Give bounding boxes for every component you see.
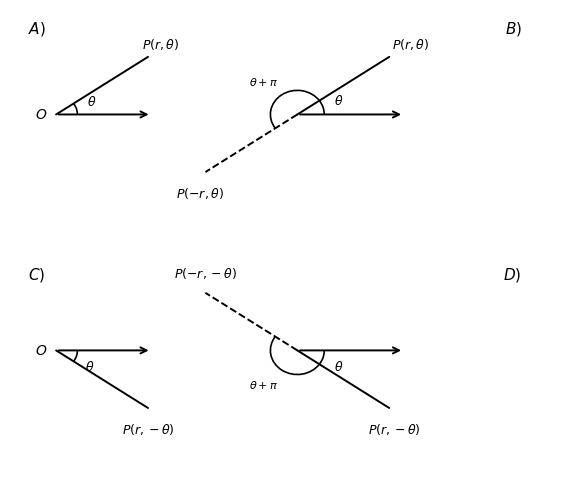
- Text: $\theta + \pi$: $\theta + \pi$: [249, 378, 278, 390]
- Text: $\theta$: $\theta$: [87, 95, 96, 109]
- Text: $P(r, \theta)$: $P(r, \theta)$: [392, 37, 430, 52]
- Text: $P(r, -\theta)$: $P(r, -\theta)$: [369, 421, 421, 436]
- Text: $\theta$: $\theta$: [85, 360, 95, 374]
- Text: $B)$: $B)$: [505, 20, 522, 38]
- Text: $D)$: $D)$: [503, 266, 522, 284]
- Text: $\theta + \pi$: $\theta + \pi$: [249, 76, 278, 88]
- Text: $P(r, -\theta)$: $P(r, -\theta)$: [122, 421, 174, 436]
- Text: $P(r, \theta)$: $P(r, \theta)$: [142, 37, 180, 52]
- Text: $\theta$: $\theta$: [334, 360, 343, 374]
- Text: $O$: $O$: [35, 108, 48, 122]
- Text: $C)$: $C)$: [28, 266, 45, 284]
- Text: $A)$: $A)$: [28, 20, 46, 38]
- Text: $O$: $O$: [35, 344, 48, 358]
- Text: $P(-r, \theta)$: $P(-r, \theta)$: [176, 185, 224, 200]
- Text: $P(-r, -\theta)$: $P(-r, -\theta)$: [174, 266, 237, 281]
- Text: $\theta$: $\theta$: [334, 94, 343, 108]
